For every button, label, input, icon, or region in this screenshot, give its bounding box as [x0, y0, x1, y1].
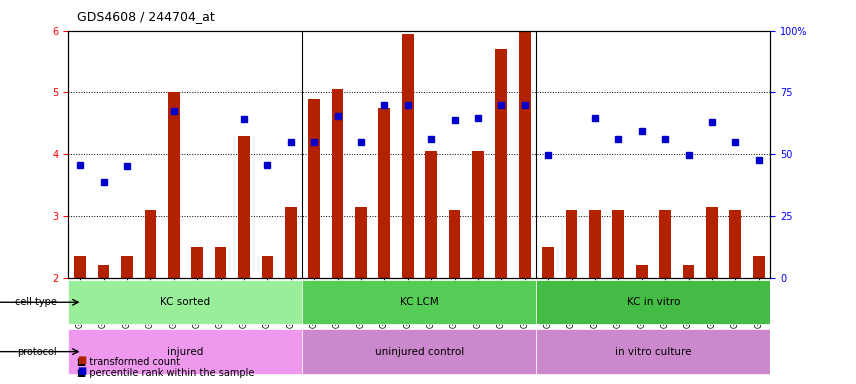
- Text: ■ transformed count: ■ transformed count: [77, 357, 180, 367]
- Bar: [261, 256, 273, 278]
- Text: KC sorted: KC sorted: [160, 297, 211, 307]
- Bar: [496, 49, 507, 278]
- Bar: [519, 31, 531, 278]
- Bar: [168, 93, 180, 278]
- Bar: [402, 34, 413, 278]
- Bar: [706, 207, 717, 278]
- Text: ■: ■: [77, 355, 86, 365]
- Bar: [98, 265, 110, 278]
- Text: in vitro culture: in vitro culture: [615, 347, 692, 357]
- Bar: [238, 136, 250, 278]
- Bar: [74, 256, 86, 278]
- FancyBboxPatch shape: [537, 280, 770, 324]
- FancyBboxPatch shape: [302, 280, 537, 324]
- Bar: [566, 210, 577, 278]
- Text: cell type: cell type: [15, 297, 56, 307]
- FancyBboxPatch shape: [68, 280, 302, 324]
- Bar: [145, 210, 156, 278]
- Bar: [729, 210, 741, 278]
- Bar: [355, 207, 366, 278]
- Bar: [215, 247, 226, 278]
- Bar: [473, 151, 484, 278]
- Bar: [612, 210, 624, 278]
- Bar: [682, 265, 694, 278]
- Text: uninjured control: uninjured control: [375, 347, 464, 357]
- FancyBboxPatch shape: [68, 329, 302, 374]
- Bar: [285, 207, 296, 278]
- Bar: [378, 108, 390, 278]
- Bar: [308, 99, 320, 278]
- FancyBboxPatch shape: [302, 329, 537, 374]
- Bar: [191, 247, 203, 278]
- Text: ■ percentile rank within the sample: ■ percentile rank within the sample: [77, 368, 254, 378]
- Bar: [122, 256, 133, 278]
- Text: protocol: protocol: [17, 347, 56, 357]
- Text: GDS4608 / 244704_at: GDS4608 / 244704_at: [77, 10, 215, 23]
- Bar: [589, 210, 601, 278]
- FancyBboxPatch shape: [537, 329, 770, 374]
- Bar: [331, 89, 343, 278]
- Bar: [449, 210, 461, 278]
- Bar: [753, 256, 764, 278]
- Text: injured: injured: [167, 347, 204, 357]
- Bar: [425, 151, 437, 278]
- Text: ■: ■: [77, 366, 86, 376]
- Bar: [636, 265, 647, 278]
- Bar: [543, 247, 554, 278]
- Text: KC LCM: KC LCM: [400, 297, 439, 307]
- Text: KC in vitro: KC in vitro: [627, 297, 681, 307]
- Bar: [659, 210, 671, 278]
